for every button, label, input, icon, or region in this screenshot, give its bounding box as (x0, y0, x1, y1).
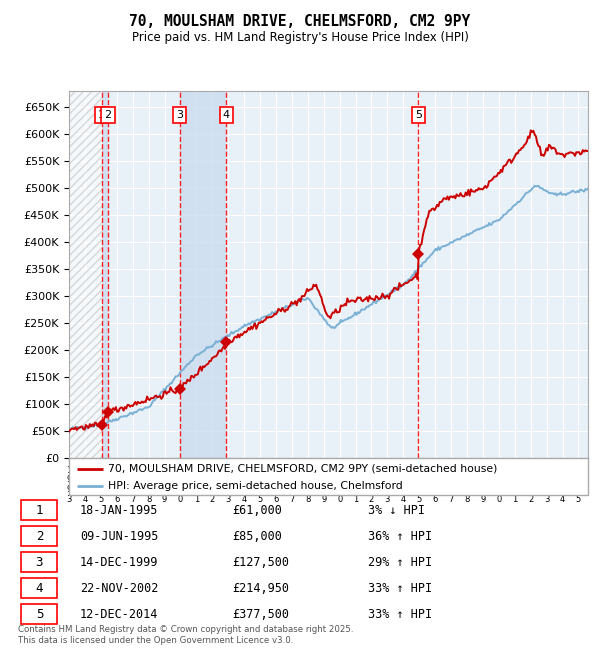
Text: 3% ↓ HPI: 3% ↓ HPI (368, 504, 425, 517)
Text: 2
0
2
1: 2 0 2 1 (512, 465, 517, 504)
Text: Price paid vs. HM Land Registry's House Price Index (HPI): Price paid vs. HM Land Registry's House … (131, 31, 469, 44)
Text: 2
0
1
1: 2 0 1 1 (353, 465, 358, 504)
Text: HPI: Average price, semi-detached house, Chelmsford: HPI: Average price, semi-detached house,… (108, 481, 403, 491)
Text: 1: 1 (98, 110, 105, 120)
Text: Contains HM Land Registry data © Crown copyright and database right 2025.
This d: Contains HM Land Registry data © Crown c… (18, 625, 353, 645)
Text: 2
0
1
3: 2 0 1 3 (385, 465, 390, 504)
Text: 1
9
9
8: 1 9 9 8 (146, 465, 151, 504)
Text: 22-NOV-2002: 22-NOV-2002 (80, 582, 158, 595)
Text: 4: 4 (35, 582, 43, 595)
Text: 3: 3 (176, 110, 183, 120)
Text: 2
0
2
3: 2 0 2 3 (544, 465, 549, 504)
Text: £61,000: £61,000 (232, 504, 282, 517)
Text: 2
0
0
0: 2 0 0 0 (178, 465, 183, 504)
Text: 29% ↑ HPI: 29% ↑ HPI (368, 556, 432, 569)
Text: 2
0
2
5: 2 0 2 5 (576, 465, 581, 504)
Bar (101, 91, 108, 458)
Text: 4: 4 (223, 110, 230, 120)
Text: 2
0
2
4: 2 0 2 4 (560, 465, 565, 504)
Text: 5: 5 (415, 110, 422, 120)
FancyBboxPatch shape (21, 604, 58, 624)
Text: 2
0
0
5: 2 0 0 5 (257, 465, 263, 504)
Text: 2
0
1
8: 2 0 1 8 (464, 465, 470, 504)
FancyBboxPatch shape (21, 500, 58, 520)
Text: £377,500: £377,500 (232, 608, 289, 621)
Text: 2
0
2
2: 2 0 2 2 (528, 465, 533, 504)
Text: 5: 5 (35, 608, 43, 621)
Text: 3: 3 (35, 556, 43, 569)
Text: 33% ↑ HPI: 33% ↑ HPI (368, 608, 432, 621)
Text: 14-DEC-1999: 14-DEC-1999 (80, 556, 158, 569)
Text: 2
0
0
8: 2 0 0 8 (305, 465, 310, 504)
Text: 1: 1 (35, 504, 43, 517)
Text: 2
0
1
5: 2 0 1 5 (416, 465, 422, 504)
FancyBboxPatch shape (21, 526, 58, 546)
Text: 2
0
0
4: 2 0 0 4 (241, 465, 247, 504)
Text: 2
0
0
9: 2 0 0 9 (321, 465, 326, 504)
Text: 2
0
2
0: 2 0 2 0 (496, 465, 502, 504)
Text: 18-JAN-1995: 18-JAN-1995 (80, 504, 158, 517)
Text: 2
0
0
2: 2 0 0 2 (209, 465, 215, 504)
Text: 2
0
1
0: 2 0 1 0 (337, 465, 342, 504)
Text: 70, MOULSHAM DRIVE, CHELMSFORD, CM2 9PY: 70, MOULSHAM DRIVE, CHELMSFORD, CM2 9PY (130, 14, 470, 29)
Bar (179, 91, 226, 458)
Text: 09-JUN-1995: 09-JUN-1995 (80, 530, 158, 543)
Text: 1
9
9
3: 1 9 9 3 (67, 465, 71, 504)
Text: 1
9
9
6: 1 9 9 6 (114, 465, 119, 504)
Text: 2
0
1
4: 2 0 1 4 (401, 465, 406, 504)
Text: 70, MOULSHAM DRIVE, CHELMSFORD, CM2 9PY (semi-detached house): 70, MOULSHAM DRIVE, CHELMSFORD, CM2 9PY … (108, 463, 497, 474)
Text: 2
0
1
2: 2 0 1 2 (369, 465, 374, 504)
Text: 2
0
1
6: 2 0 1 6 (433, 465, 438, 504)
Text: £214,950: £214,950 (232, 582, 289, 595)
FancyBboxPatch shape (21, 552, 58, 572)
Text: 2
0
0
7: 2 0 0 7 (289, 465, 295, 504)
Text: 1
9
9
9: 1 9 9 9 (162, 465, 167, 504)
Text: 2
0
0
3: 2 0 0 3 (226, 465, 231, 504)
Text: 2
0
0
1: 2 0 0 1 (194, 465, 199, 504)
FancyBboxPatch shape (69, 458, 588, 495)
Text: £127,500: £127,500 (232, 556, 289, 569)
Text: 36% ↑ HPI: 36% ↑ HPI (368, 530, 432, 543)
Bar (69, 91, 101, 458)
FancyBboxPatch shape (21, 578, 58, 598)
Text: 12-DEC-2014: 12-DEC-2014 (80, 608, 158, 621)
Text: 2
0
0
6: 2 0 0 6 (273, 465, 278, 504)
Text: 1
9
9
4: 1 9 9 4 (82, 465, 88, 504)
Text: 2: 2 (35, 530, 43, 543)
Text: 1
9
9
7: 1 9 9 7 (130, 465, 136, 504)
Text: 1
9
9
5: 1 9 9 5 (98, 465, 103, 504)
Text: 2: 2 (104, 110, 112, 120)
Text: 2
0
1
7: 2 0 1 7 (448, 465, 454, 504)
Text: 33% ↑ HPI: 33% ↑ HPI (368, 582, 432, 595)
Text: 2
0
1
9: 2 0 1 9 (481, 465, 485, 504)
Text: £85,000: £85,000 (232, 530, 282, 543)
